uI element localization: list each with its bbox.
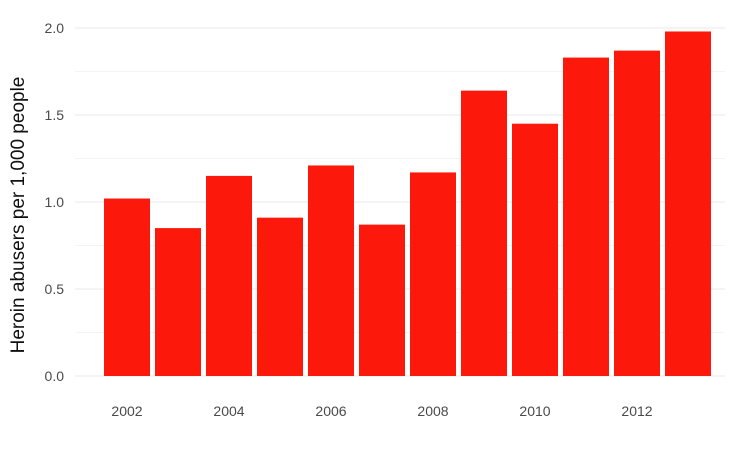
y-tick-label: 0.5 xyxy=(45,281,65,297)
bar-2009 xyxy=(461,90,507,376)
bar-2003 xyxy=(155,228,201,376)
x-tick-labels: 2002 2004 2006 2008 2010 2012 xyxy=(111,403,652,419)
y-tick-labels: 0.0 0.5 1.0 1.5 2.0 xyxy=(45,20,65,384)
bar-2013 xyxy=(665,31,711,376)
x-tick-label: 2004 xyxy=(213,403,244,419)
y-tick-label: 2.0 xyxy=(45,20,65,36)
x-tick-label: 2010 xyxy=(519,403,550,419)
bar-2005 xyxy=(257,217,303,376)
x-tick-label: 2002 xyxy=(111,403,142,419)
y-tick-label: 1.5 xyxy=(45,107,65,123)
bar-2007 xyxy=(359,224,405,376)
y-axis-title: Heroin abusers per 1,000 people xyxy=(8,77,29,354)
bar-2002 xyxy=(104,198,150,376)
x-tick-label: 2006 xyxy=(315,403,346,419)
bars xyxy=(104,31,711,377)
x-tick-label: 2008 xyxy=(417,403,448,419)
y-tick-label: 0.0 xyxy=(45,368,65,384)
bar-2012 xyxy=(614,50,660,377)
bar-2011 xyxy=(563,57,609,377)
bar-2010 xyxy=(512,123,558,376)
bar-2006 xyxy=(308,165,354,376)
x-tick-label: 2012 xyxy=(621,403,652,419)
bar-2008 xyxy=(410,172,456,376)
y-tick-label: 1.0 xyxy=(45,194,65,210)
bar-2004 xyxy=(206,175,252,376)
